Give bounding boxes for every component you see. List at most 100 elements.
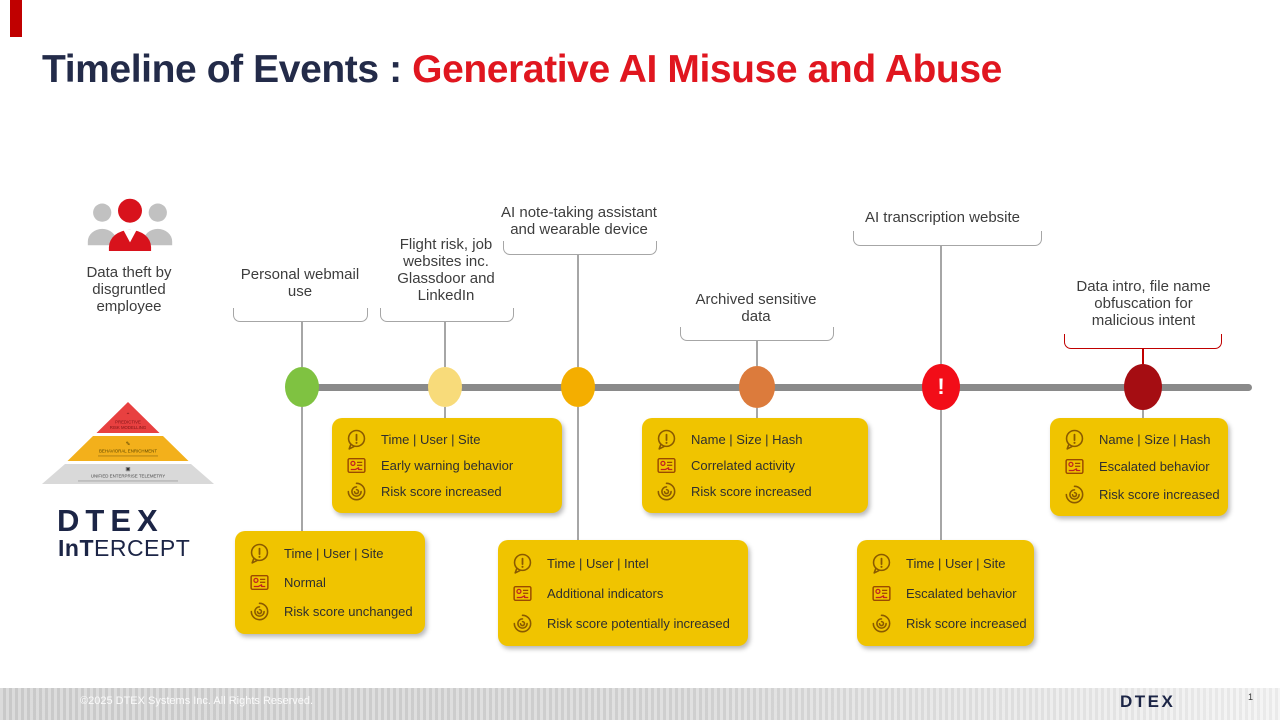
slide-accent-bar xyxy=(10,0,22,37)
behavior-report-icon xyxy=(870,582,893,605)
tier-top-label2: RISK MODELLING xyxy=(110,425,147,430)
chat-alert-icon xyxy=(511,552,534,575)
callout-box: Time | User | Intel Additional indicators… xyxy=(498,540,748,646)
behavior-report-icon xyxy=(511,582,534,605)
callout-row: Risk score increased xyxy=(655,480,855,503)
callout-text: Escalated behavior xyxy=(906,585,1017,601)
callout-text: Escalated behavior xyxy=(1099,459,1210,475)
timeline-bracket xyxy=(1064,334,1222,349)
timeline-dot xyxy=(561,367,595,407)
callout-row: Time | User | Site xyxy=(870,552,1021,575)
behavior-report-icon xyxy=(345,454,368,477)
footer-bar xyxy=(0,688,1280,720)
callout-text: Risk score increased xyxy=(381,484,502,500)
tier-middle-label: BEHAVIORAL ENRICHMENT xyxy=(99,449,157,454)
timeline-dot xyxy=(1124,364,1162,410)
behavior-report-icon xyxy=(655,454,678,477)
chat-alert-icon xyxy=(1063,428,1086,451)
callout-box: Time | User | Site Escalated behavior Risk… xyxy=(857,540,1034,646)
callout-row: Normal xyxy=(248,571,412,594)
callout-row: Additional indicators xyxy=(511,582,735,605)
timeline-bracket xyxy=(503,241,657,255)
callout-row: Risk score potentially increased xyxy=(511,612,735,635)
callout-text: Early warning behavior xyxy=(381,457,514,473)
timeline-event-label: Personal webmail use xyxy=(240,266,360,300)
intercept-pyramid-logo: ⌃ PREDICTIVE RISK MODELLING ✎ BEHAVIORAL… xyxy=(42,402,214,484)
callout-row: Early warning behavior xyxy=(345,454,549,477)
timeline-axis xyxy=(302,384,1252,391)
callout-text: Correlated activity xyxy=(691,457,796,473)
behavior-report-icon xyxy=(248,571,271,594)
callout-text: Risk score unchanged xyxy=(284,604,413,619)
callout-text: Risk score increased xyxy=(906,615,1027,631)
timeline-bracket xyxy=(853,231,1042,246)
tier-top-label: PREDICTIVE xyxy=(115,420,141,425)
product-logo-rest: ERCEPT xyxy=(94,535,191,561)
group-people-icon xyxy=(87,198,173,251)
scenario-caption: Data theft by disgruntled employee xyxy=(86,264,172,315)
timeline-dot: ! xyxy=(922,364,960,410)
callout-row: Correlated activity xyxy=(655,454,855,477)
chat-alert-icon xyxy=(248,542,271,565)
callout-row: Risk score increased xyxy=(1063,483,1220,506)
risk-spiral-icon xyxy=(345,480,368,503)
callout-text: Normal xyxy=(284,575,326,590)
risk-spiral-icon xyxy=(870,612,893,635)
callout-text: Time | User | Site xyxy=(381,431,481,447)
timeline-event-label: AI note-taking assistant and wearable de… xyxy=(501,204,657,238)
timeline-connector-up xyxy=(940,245,942,364)
callout-text: Time | User | Intel xyxy=(547,555,649,571)
risk-spiral-icon xyxy=(655,480,678,503)
page-title: Timeline of Events : Generative AI Misus… xyxy=(42,46,1222,95)
timeline-connector-down xyxy=(756,408,758,418)
callout-row: Risk score increased xyxy=(870,612,1027,635)
footer-copyright: ©2025 DTEX Systems Inc. All Rights Reser… xyxy=(80,695,314,707)
timeline-connector-down xyxy=(1142,410,1144,418)
timeline-event-label: AI transcription website xyxy=(864,209,1021,226)
callout-text: Risk score increased xyxy=(691,484,812,500)
timeline-connector-down xyxy=(940,410,942,540)
timeline-bracket xyxy=(380,308,514,322)
timeline-bracket xyxy=(233,308,368,322)
tier-top-icon: ⌃ xyxy=(125,412,130,419)
timeline-event-label: Archived sensitive data xyxy=(695,291,817,325)
footer-dtex-logo: DTEX xyxy=(1120,692,1176,711)
risk-spiral-icon xyxy=(1063,483,1086,506)
timeline-connector-down xyxy=(444,407,446,418)
page-number: 1 xyxy=(1248,692,1254,702)
callout-text: Risk score increased xyxy=(1099,486,1220,502)
timeline-bracket xyxy=(680,327,834,341)
callout-text: Risk score potentially increased xyxy=(547,615,730,631)
callout-box: Time | User | Site Early warning behavior… xyxy=(332,418,562,513)
timeline-connector-up xyxy=(577,254,579,367)
callout-row: Escalated behavior xyxy=(870,582,1021,605)
timeline-connector-up xyxy=(444,321,446,367)
callout-text: Name | Size | Hash xyxy=(691,431,803,447)
pyramid-tier-middle xyxy=(67,436,189,461)
callout-row: Name | Size | Hash xyxy=(1063,428,1215,451)
product-logo-bold: InT xyxy=(58,535,94,561)
behavior-report-icon xyxy=(1063,455,1086,478)
callout-row: Risk score increased xyxy=(345,480,549,503)
risk-spiral-icon xyxy=(511,612,534,635)
timeline-connector-up xyxy=(756,340,758,366)
callout-row: Time | User | Site xyxy=(248,542,412,565)
timeline-event-label: Flight risk, job websites inc. Glassdoor… xyxy=(397,236,495,304)
callout-row: Risk score unchanged xyxy=(248,600,413,623)
callout-row: Time | User | Intel xyxy=(511,552,735,575)
callout-row: Name | Size | Hash xyxy=(655,428,855,451)
timeline-connector-up xyxy=(301,321,303,367)
timeline-connector-up xyxy=(1142,348,1144,364)
timeline-event-label: Data intro, file name obfuscation for ma… xyxy=(1076,278,1211,329)
chat-alert-icon xyxy=(870,552,893,575)
callout-box: Name | Size | Hash Escalated behavior Risk… xyxy=(1050,418,1228,516)
callout-box: Name | Size | Hash Correlated activity Ris… xyxy=(642,418,868,513)
callout-row: Time | User | Site xyxy=(345,428,549,451)
callout-text: Time | User | Site xyxy=(906,555,1006,571)
callout-box: Time | User | Site Normal Risk score uncha… xyxy=(235,531,425,634)
timeline-dot xyxy=(285,367,319,407)
pyramid-tier-top xyxy=(96,402,160,433)
callout-text: Additional indicators xyxy=(547,585,664,601)
title-highlight: Generative AI Misuse and Abuse xyxy=(412,48,1002,91)
tier-middle-icon: ✎ xyxy=(126,441,131,448)
